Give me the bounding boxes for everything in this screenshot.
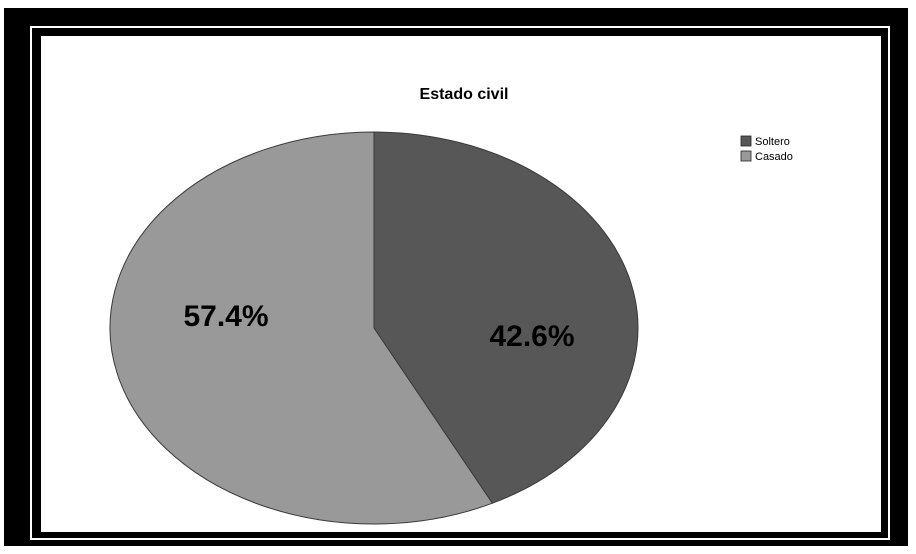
pie-slice-casado <box>109 131 494 525</box>
pie-slice-soltero <box>373 131 639 504</box>
slice-label-soltero: 42.6% <box>489 320 574 353</box>
pie-slice-labels: 42.6% 57.4% <box>183 300 574 353</box>
legend-swatch-soltero <box>740 135 752 147</box>
pie-slices <box>109 131 639 525</box>
slice-label-casado: 57.4% <box>183 300 268 333</box>
legend-label-soltero: Soltero <box>755 136 790 148</box>
legend-label-casado: Casado <box>755 151 793 163</box>
chart-title: Estado civil <box>420 86 509 103</box>
legend-swatch-casado <box>740 150 752 162</box>
legend: Soltero Casado <box>740 135 793 163</box>
